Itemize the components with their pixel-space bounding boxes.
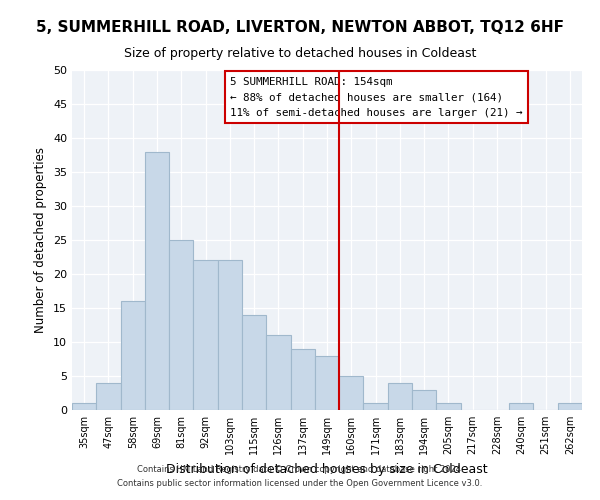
- Text: 5 SUMMERHILL ROAD: 154sqm
← 88% of detached houses are smaller (164)
11% of semi: 5 SUMMERHILL ROAD: 154sqm ← 88% of detac…: [230, 77, 523, 118]
- Bar: [72, 403, 96, 410]
- Bar: [218, 260, 242, 410]
- Text: Size of property relative to detached houses in Coldeast: Size of property relative to detached ho…: [124, 48, 476, 60]
- Bar: [364, 403, 388, 410]
- Bar: [339, 376, 364, 410]
- Bar: [388, 383, 412, 410]
- X-axis label: Distribution of detached houses by size in Coldeast: Distribution of detached houses by size …: [166, 462, 488, 475]
- Bar: [193, 260, 218, 410]
- Bar: [290, 349, 315, 410]
- Text: Contains HM Land Registry data © Crown copyright and database right 2024.
Contai: Contains HM Land Registry data © Crown c…: [118, 466, 482, 487]
- Text: 5, SUMMERHILL ROAD, LIVERTON, NEWTON ABBOT, TQ12 6HF: 5, SUMMERHILL ROAD, LIVERTON, NEWTON ABB…: [36, 20, 564, 35]
- Bar: [169, 240, 193, 410]
- Bar: [436, 403, 461, 410]
- Bar: [558, 403, 582, 410]
- Y-axis label: Number of detached properties: Number of detached properties: [34, 147, 47, 333]
- Bar: [96, 383, 121, 410]
- Bar: [242, 315, 266, 410]
- Bar: [315, 356, 339, 410]
- Bar: [412, 390, 436, 410]
- Bar: [266, 335, 290, 410]
- Bar: [121, 301, 145, 410]
- Bar: [145, 152, 169, 410]
- Bar: [509, 403, 533, 410]
